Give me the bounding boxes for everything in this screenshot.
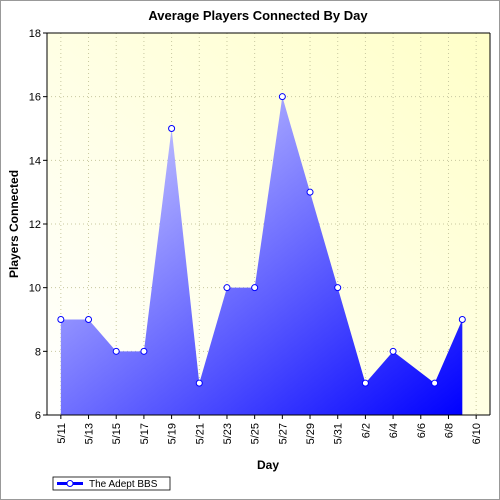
y-tick-label: 6 [35,410,41,422]
x-tick-label: 5/17 [139,423,151,444]
marker [306,188,314,196]
x-tick-label: 6/8 [443,423,455,438]
marker [140,347,148,355]
x-tick-label: 5/25 [250,423,262,444]
marker [431,379,439,387]
legend [52,476,171,491]
x-tick-label: 5/29 [305,423,317,444]
x-tick-label: 5/13 [84,423,96,444]
y-axis-title: Players Connected [7,170,21,278]
y-tick-label: 14 [29,155,41,167]
marker [223,284,231,292]
plot-layer: 6 8 10 12 14 16 18 5/11 5/13 5/15 5/17 5/19 5/21 5/23… [29,28,491,444]
marker [334,284,342,292]
x-tick-label: 5/27 [277,423,289,444]
y-tick-label: 10 [29,283,41,295]
marker [278,93,286,101]
y-tick-label: 18 [29,28,41,40]
chart-title: Average Players Connected By Day [148,8,368,23]
y-tick-label: 12 [29,219,41,231]
x-tick-label: 5/31 [333,423,345,444]
x-tick-label: 5/15 [111,423,123,444]
marker [458,316,466,323]
marker [85,316,93,323]
x-tick-label: 6/2 [360,423,372,438]
marker [168,125,176,132]
legend-label: The Adept BBS [89,479,158,490]
area [60,96,463,416]
x-tick-label: 5/19 [167,423,179,444]
x-tick-label: 6/6 [416,423,428,438]
x-tick-label: 6/4 [388,423,400,438]
x-tick-label: 5/21 [194,423,206,444]
marker [112,347,120,355]
marker [57,316,65,323]
marker [251,284,259,292]
y-tick-label: 8 [35,346,41,358]
marker [361,379,369,387]
x-tick-label: 6/10 [471,423,483,444]
y-tick-label: 16 [29,92,41,104]
marker [389,347,397,355]
x-tick-label: 5/23 [222,423,234,444]
marker [195,379,203,387]
x-tick-label: 5/11 [56,423,68,444]
legend-marker [66,480,74,487]
x-axis-title: Day [257,458,279,472]
